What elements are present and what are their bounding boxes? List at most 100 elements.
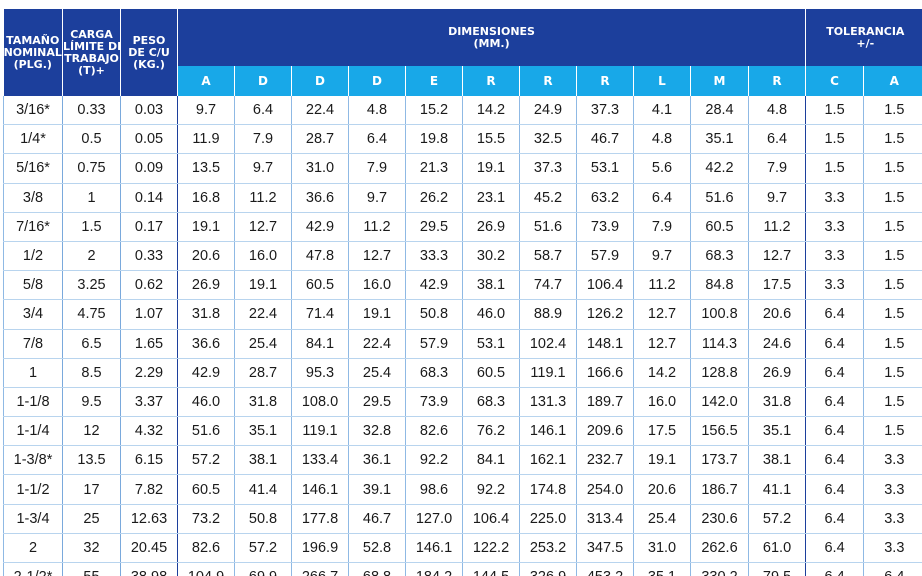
table-cell: 46.0 — [177, 387, 235, 418]
table-row: 1-1/8 9.5 3.37 46.0 31.8 108.0 29.5 73.9 68.3 131… — [3, 387, 922, 418]
table-cell: 1.5 — [863, 124, 922, 155]
table-cell: 69.9 — [234, 562, 292, 576]
table-cell: 19.8 — [405, 124, 463, 155]
table-cell: 35.1 — [234, 416, 292, 447]
table-cell: 38.1 — [748, 445, 807, 476]
table-cell: 12 — [62, 416, 121, 447]
table-cell: 3.3 — [863, 504, 922, 534]
table-row: 1-1/4 12 4.32 51.6 35.1 119.1 32.8 82.6 76.2 146.… — [3, 416, 922, 447]
table-cell: 22.4 — [291, 96, 349, 126]
table-cell: 1.65 — [120, 329, 178, 359]
table-cell: 50.8 — [405, 299, 463, 330]
table-cell: 19.1 — [234, 270, 292, 301]
table-cell: 2.29 — [120, 358, 178, 388]
table-cell: 3.3 — [805, 270, 865, 301]
table-cell: 55 — [62, 562, 121, 576]
table-cell: 6.4 — [633, 183, 691, 213]
table-cell: 9.7 — [348, 183, 406, 213]
dimension-column-header: M — [690, 66, 749, 96]
table-cell: 19.1 — [633, 445, 691, 476]
table-cell: 26.9 — [748, 358, 807, 388]
table-cell: 114.3 — [690, 329, 749, 359]
table-cell: 31.8 — [748, 387, 807, 418]
table-cell: 128.8 — [690, 358, 749, 388]
table-cell: 16.0 — [348, 270, 406, 301]
table-cell: 6.4 — [805, 387, 865, 418]
table-cell: 95.3 — [291, 358, 349, 388]
table-cell: 92.2 — [462, 474, 520, 505]
table-cell: 60.5 — [462, 358, 520, 388]
table-cell: 46.7 — [576, 124, 634, 155]
table-cell: 232.7 — [576, 445, 634, 476]
tolerance-column-header: A — [863, 66, 922, 96]
table-cell: 26.9 — [462, 212, 520, 242]
table-cell: 52.8 — [348, 533, 406, 564]
table-cell: 6.4 — [805, 562, 865, 576]
table-cell: 8.5 — [62, 358, 121, 388]
table-cell: 1 — [62, 183, 121, 213]
table-cell: 46.0 — [462, 299, 520, 330]
table-cell: 3.3 — [805, 212, 865, 242]
dimension-column-header: A — [177, 66, 235, 96]
table-cell: 37.3 — [576, 96, 634, 126]
table-cell: 38.1 — [234, 445, 292, 476]
table-cell: 35.1 — [633, 562, 691, 576]
table-cell: 184.2 — [405, 562, 463, 576]
table-cell: 36.6 — [291, 183, 349, 213]
header-tolerance: TOLERANCIA +/- — [805, 9, 922, 66]
table-cell: 3/4 — [3, 299, 63, 330]
table-cell: 262.6 — [690, 533, 749, 564]
table-cell: 61.0 — [748, 533, 807, 564]
table-cell: 38.1 — [462, 270, 520, 301]
table-cell: 32.8 — [348, 416, 406, 447]
table-cell: 6.4 — [805, 329, 865, 359]
table-row: 1-3/4 25 12.63 73.2 50.8 177.8 46.7 127.0 106.4 2… — [3, 504, 922, 534]
table-cell: 73.9 — [576, 212, 634, 242]
dimension-column-header: E — [405, 66, 463, 96]
table-row: 7/16* 1.5 0.17 19.1 12.7 42.9 11.2 29.5 26.9 51.6… — [3, 212, 922, 242]
table-cell: 31.0 — [633, 533, 691, 564]
table-cell: 35.1 — [690, 124, 749, 155]
table-cell: 126.2 — [576, 299, 634, 330]
table-cell: 84.8 — [690, 270, 749, 301]
table-cell: 4.32 — [120, 416, 178, 447]
table-cell: 3/8 — [3, 183, 63, 213]
table-cell: 84.1 — [291, 329, 349, 359]
table-cell: 6.15 — [120, 445, 178, 476]
table-cell: 24.6 — [748, 329, 807, 359]
table-cell: 9.7 — [234, 153, 292, 184]
table-cell: 36.6 — [177, 329, 235, 359]
table-cell: 1.5 — [863, 329, 922, 359]
table-cell: 148.1 — [576, 329, 634, 359]
table-cell: 17.5 — [633, 416, 691, 447]
table-cell: 47.8 — [291, 241, 349, 272]
table-cell: 0.75 — [62, 153, 121, 184]
table-cell: 76.2 — [462, 416, 520, 447]
table-cell: 79.5 — [748, 562, 807, 576]
table-cell: 1.5 — [805, 96, 865, 126]
table-cell: 189.7 — [576, 387, 634, 418]
table-cell: 58.7 — [519, 241, 577, 272]
table-cell: 106.4 — [462, 504, 520, 534]
table-cell: 326.9 — [519, 562, 577, 576]
table-cell: 0.17 — [120, 212, 178, 242]
table-cell: 13.5 — [62, 445, 121, 476]
table-cell: 1.5 — [805, 153, 865, 184]
table-cell: 7.9 — [633, 212, 691, 242]
table-cell: 22.4 — [348, 329, 406, 359]
table-cell: 156.5 — [690, 416, 749, 447]
table-cell: 71.4 — [291, 299, 349, 330]
table-cell: 6.4 — [234, 96, 292, 126]
table-cell: 22.4 — [234, 299, 292, 330]
table-cell: 1-1/8 — [3, 387, 63, 418]
table-cell: 12.7 — [633, 299, 691, 330]
table-cell: 6.4 — [805, 445, 865, 476]
table-cell: 24.9 — [519, 96, 577, 126]
table-cell: 146.1 — [405, 533, 463, 564]
table-row: 2 32 20.45 82.6 57.2 196.9 52.8 146.1 122.2 253.2… — [3, 533, 922, 564]
table-cell: 9.7 — [177, 96, 235, 126]
table-cell: 11.2 — [748, 212, 807, 242]
table-cell: 5.6 — [633, 153, 691, 184]
table-cell: 166.6 — [576, 358, 634, 388]
table-cell: 51.6 — [690, 183, 749, 213]
